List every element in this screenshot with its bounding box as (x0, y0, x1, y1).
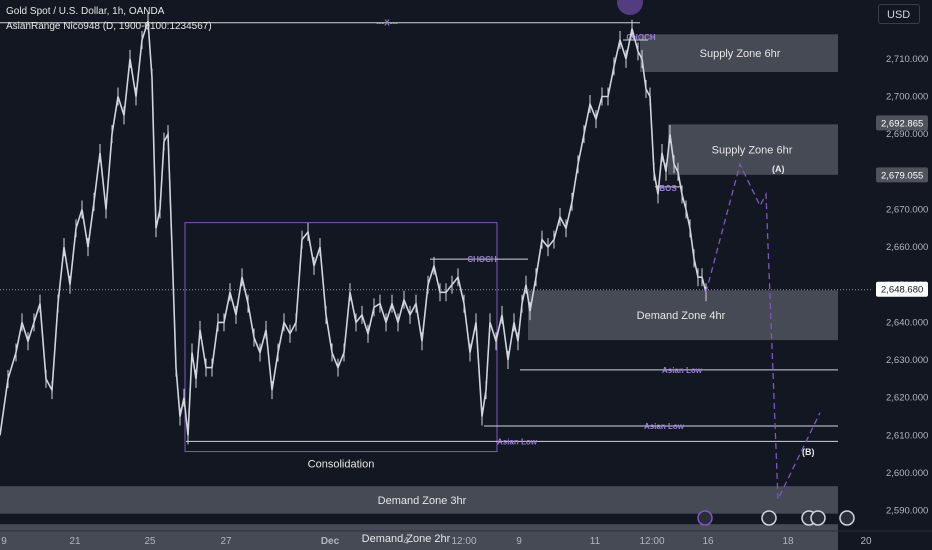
zone-label: Supply Zone 6hr (712, 145, 793, 157)
zone-box (668, 124, 838, 175)
zone-box (528, 290, 838, 341)
consolidation-label: Consolidation (308, 459, 375, 471)
price-tick-label: 2,590.000 (886, 506, 928, 517)
event-marker-icon (761, 510, 777, 526)
price-tag-lower-box (876, 167, 928, 183)
price-tick-label: 2,690.000 (886, 129, 928, 140)
time-tick-label: 16 (702, 536, 714, 547)
indicator-title: AsianRange Nico948 (D, 1900-0100:1234567… (6, 21, 212, 32)
event-marker-icon (810, 510, 826, 526)
price-tick-label: 2,620.000 (886, 393, 928, 404)
price-tick-label: 2,710.000 (886, 54, 928, 65)
price-tag-last-box (876, 281, 928, 297)
price-tag-lower: 2,679.055 (881, 170, 923, 181)
price-tag-upper-box (876, 115, 928, 131)
level-label: Asian Low (662, 366, 703, 375)
projection-label-a: (A) (772, 164, 785, 174)
time-tick-label: 11 (590, 536, 601, 547)
currency-button[interactable]: USD (878, 4, 920, 24)
time-tick-label: 12:00 (639, 536, 664, 547)
zone-label: Demand Zone 2hr (362, 533, 451, 545)
time-tick-label: 4 (403, 536, 409, 547)
event-marker-icon (697, 510, 713, 526)
time-tick-label: 27 (220, 536, 232, 547)
level-label: ---X--- (376, 19, 398, 28)
time-tick-label: 18 (782, 536, 794, 547)
price-tick-label: 2,660.000 (886, 242, 928, 253)
symbol-title: Gold Spot / U.S. Dollar, 1h, OANDA (6, 6, 165, 17)
price-tick-label: 2,640.000 (886, 317, 928, 328)
level-label: Asian Low (497, 437, 538, 446)
time-tick-label: 21 (69, 536, 81, 547)
price-tick-label: 2,700.000 (886, 92, 928, 103)
projection-path (705, 162, 821, 500)
zone-box (0, 486, 838, 514)
zone-label: Demand Zone 4hr (637, 310, 726, 322)
time-tick-label: 25 (144, 536, 156, 547)
zone-label: Supply Zone 6hr (700, 48, 781, 60)
event-marker-icon (839, 510, 855, 526)
time-tick-label: 9 (516, 536, 522, 547)
chart-legend: Gold Spot / U.S. Dollar, 1h, OANDA Asian… (6, 4, 212, 34)
price-tag-last: 2,648.680 (881, 285, 923, 296)
price-tick-label: 2,600.000 (886, 468, 928, 479)
level-label: CHOCH (467, 255, 497, 264)
level-label: CHOCH (626, 33, 656, 42)
projection-label-b: (B) (802, 447, 815, 457)
level-label: Asian Low (644, 422, 685, 431)
zone-box (0, 524, 838, 550)
price-tick-label: 2,670.000 (886, 204, 928, 215)
zone-label: Demand Zone 3hr (378, 495, 467, 507)
time-tick-label: 9 (1, 536, 7, 547)
time-tick-label: Dec (321, 536, 340, 547)
pivot-highlight (617, 0, 643, 15)
level-label: BOS (659, 184, 677, 193)
price-tick-label: 2,610.000 (886, 430, 928, 441)
price-tag-upper: 2,692.865 (881, 118, 923, 129)
price-line (0, 20, 707, 436)
time-tick-label: 20 (860, 536, 872, 547)
time-tick-label: 12:00 (451, 536, 476, 547)
zone-box (640, 34, 838, 73)
price-tick-label: 2,630.000 (886, 355, 928, 366)
